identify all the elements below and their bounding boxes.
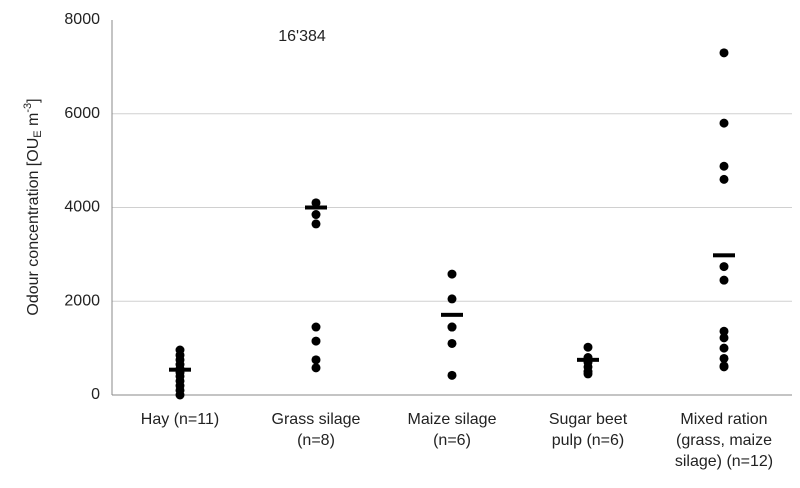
data-point bbox=[311, 198, 321, 208]
x-tick-label: pulp (n=6) bbox=[552, 432, 625, 449]
x-tick-label: Mixed ration bbox=[680, 411, 767, 428]
mean-bar bbox=[441, 312, 463, 317]
data-point bbox=[719, 275, 729, 285]
data-point bbox=[719, 161, 729, 171]
data-point bbox=[311, 210, 321, 220]
x-tick-label: (n=6) bbox=[433, 432, 471, 449]
data-point bbox=[719, 326, 729, 336]
x-tick-label: Maize silage bbox=[408, 411, 497, 428]
data-point bbox=[719, 262, 729, 272]
mean-bar bbox=[169, 367, 191, 372]
y-tick-label: 6000 bbox=[64, 105, 100, 122]
data-point bbox=[447, 322, 457, 332]
x-tick-label: silage) (n=12) bbox=[675, 453, 773, 470]
data-point bbox=[311, 219, 321, 229]
plot-area bbox=[169, 48, 735, 400]
data-point bbox=[311, 363, 321, 373]
data-point bbox=[447, 269, 457, 279]
x-tick-label: (grass, maize bbox=[676, 432, 772, 449]
data-point bbox=[311, 322, 321, 332]
data-point bbox=[719, 48, 729, 58]
data-point bbox=[175, 390, 185, 400]
data-point bbox=[719, 362, 729, 372]
x-tick-label: Grass silage bbox=[272, 411, 361, 428]
x-tick-label: (n=8) bbox=[297, 432, 335, 449]
data-point bbox=[719, 174, 729, 184]
y-tick-label: 4000 bbox=[64, 199, 100, 216]
data-point bbox=[447, 294, 457, 304]
y-axis-label: Odour concentration [OUE m-3] bbox=[22, 98, 44, 315]
data-point bbox=[719, 118, 729, 128]
y-tick-label: 0 bbox=[91, 386, 100, 403]
data-point bbox=[583, 369, 593, 379]
y-tick-label: 2000 bbox=[64, 292, 100, 309]
data-point bbox=[583, 342, 593, 352]
mean-bar bbox=[305, 205, 327, 210]
data-point bbox=[447, 338, 457, 348]
y-tick-label: 8000 bbox=[64, 11, 100, 28]
data-point bbox=[719, 343, 729, 353]
data-point bbox=[311, 336, 321, 346]
data-point bbox=[311, 355, 321, 365]
data-point bbox=[719, 353, 729, 363]
x-tick-label: Hay (n=11) bbox=[141, 411, 219, 428]
mean-bar bbox=[713, 253, 735, 258]
data-point bbox=[447, 370, 457, 380]
annotation: 16'384 bbox=[278, 28, 326, 45]
mean-bar bbox=[577, 357, 599, 362]
data-point bbox=[719, 333, 729, 343]
x-tick-label: Sugar beet bbox=[549, 411, 628, 428]
